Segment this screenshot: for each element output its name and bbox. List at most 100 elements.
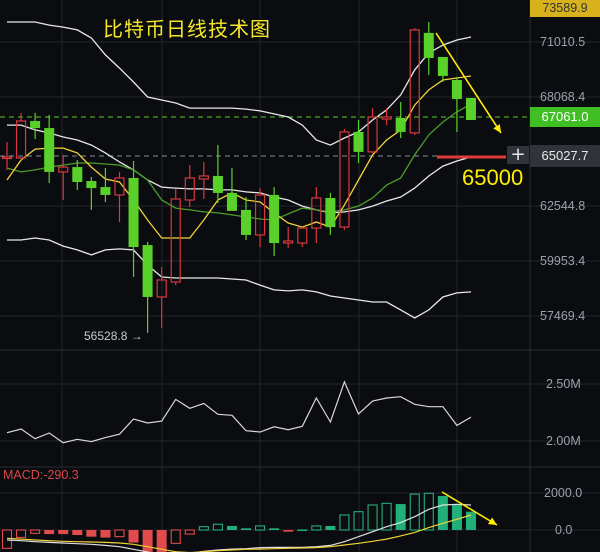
candle xyxy=(142,242,153,333)
macd-bar xyxy=(114,529,125,538)
candle xyxy=(184,165,195,208)
candle-body xyxy=(142,245,153,297)
candle-body xyxy=(254,194,266,236)
candle xyxy=(409,28,420,135)
volume-tick-label: 2.50M xyxy=(546,377,581,391)
candle-body xyxy=(367,116,378,153)
macd-bar xyxy=(395,504,406,530)
candle xyxy=(156,267,167,329)
candle xyxy=(311,187,322,244)
candle-body xyxy=(86,181,97,189)
macd-bar xyxy=(1,529,13,549)
ma5-line xyxy=(6,75,472,239)
candle-body xyxy=(241,209,252,235)
boll-lower-line xyxy=(7,237,472,319)
chart-title: 比特币日线技术图 xyxy=(103,17,271,41)
candle xyxy=(86,176,97,210)
macd-bar xyxy=(212,523,223,531)
price-tick-label: 62544.8 xyxy=(540,199,585,213)
candle xyxy=(254,188,266,248)
macd-bar xyxy=(353,511,364,531)
trend-arrow-head xyxy=(493,124,501,133)
macd-dif-line xyxy=(6,503,472,552)
candle xyxy=(100,168,111,203)
macd-bar xyxy=(198,526,209,531)
macd-bar xyxy=(255,525,266,531)
macd-bar xyxy=(100,530,111,538)
candle-body xyxy=(283,240,294,244)
candle xyxy=(437,56,448,83)
trend-arrow xyxy=(435,32,502,134)
macd-trend-arrow xyxy=(441,491,498,526)
macd-label: MACD:-290.3 xyxy=(3,468,79,482)
candle-body xyxy=(437,56,448,76)
candle xyxy=(212,145,223,204)
candle xyxy=(339,129,350,230)
candle xyxy=(423,22,434,75)
macd-bar xyxy=(451,504,462,530)
macd-bar xyxy=(86,530,97,537)
candle-body xyxy=(72,167,83,183)
candle xyxy=(128,161,139,277)
macd-bar xyxy=(128,530,139,543)
macd-bar xyxy=(16,529,27,538)
candle xyxy=(72,160,83,190)
candle xyxy=(465,97,476,120)
macd-bar xyxy=(381,502,392,531)
macd-tick-label: 0.0 xyxy=(555,523,572,537)
candle xyxy=(1,142,13,170)
macd-pane xyxy=(1,491,498,552)
macd-bar xyxy=(339,514,350,531)
crosshair-button[interactable]: + xyxy=(507,146,529,164)
candle-body xyxy=(325,197,336,228)
candle-body xyxy=(465,97,476,120)
candle-body xyxy=(15,120,27,159)
candle-body xyxy=(156,279,167,298)
low-price-label: 56528.8 → xyxy=(84,329,143,343)
macd-bar xyxy=(283,530,294,532)
candle-body xyxy=(297,227,308,244)
candle xyxy=(269,187,280,256)
ma10-line xyxy=(6,103,472,221)
candle-body xyxy=(44,128,55,172)
top-price-badge: 73589.9 xyxy=(530,0,600,17)
candle-body xyxy=(128,177,139,248)
candle-body xyxy=(409,29,420,134)
boll-upper-line xyxy=(7,21,472,146)
candle-body xyxy=(381,116,392,120)
candle xyxy=(381,108,392,126)
macd-bar xyxy=(226,525,237,530)
candle-body xyxy=(423,32,434,58)
price-pane xyxy=(0,21,530,333)
candle xyxy=(241,196,252,240)
volume-tick-label: 2.00M xyxy=(546,434,581,448)
current-price-badge: 67061.0 xyxy=(530,107,600,127)
candle xyxy=(451,76,462,132)
candle-body xyxy=(311,197,322,229)
macd-bar xyxy=(156,530,167,552)
macd-bar xyxy=(58,530,69,535)
candle xyxy=(114,171,125,223)
candle-body xyxy=(339,131,350,228)
price-tick-label: 68068.4 xyxy=(540,90,585,104)
macd-bar xyxy=(297,529,308,531)
macd-bar xyxy=(423,492,434,531)
crosshair-icon: + xyxy=(510,146,526,164)
macd-tick-label: 2000.0 xyxy=(544,486,582,500)
macd-content xyxy=(1,492,476,552)
macd-bar xyxy=(241,528,252,530)
support-label: 65000 xyxy=(462,165,524,190)
candle-body xyxy=(1,156,13,160)
candle-body xyxy=(451,80,462,99)
candle xyxy=(30,112,41,139)
price-tick-label: 57469.4 xyxy=(540,309,585,323)
candle xyxy=(44,114,55,184)
candle-body xyxy=(353,131,364,152)
macd-bar xyxy=(269,528,280,530)
macd-trend-arrow-head xyxy=(488,517,497,525)
price-axis: 71010.5 68068.4 62544.8 59953.4 57469.4 2.50M… xyxy=(540,35,585,537)
macd-bar xyxy=(72,530,83,535)
